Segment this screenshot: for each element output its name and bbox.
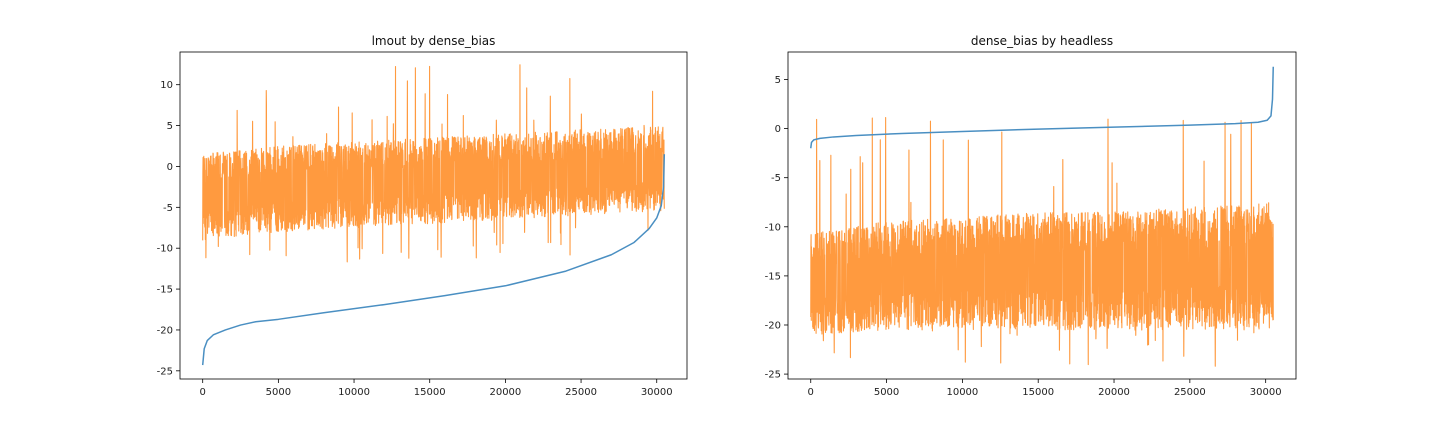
y-tick-label: -15 [157,285,173,296]
x-tick-label: 0 [200,387,206,398]
x-tick-label: 15000 [414,387,446,398]
series-sorted-line [810,66,1274,149]
y-tick-label: -25 [765,370,781,381]
x-tick-label: 30000 [641,387,673,398]
y-tick-label: 5 [775,75,781,86]
y-tick-label: 10 [160,80,173,91]
chart-1: lmout by dense_bias 0 5000 10000 15000 20000 2… [157,34,688,398]
series-noise-line [810,117,1274,367]
chart-title: dense_bias by headless [971,34,1113,48]
chart-title: lmout by dense_bias [372,34,496,48]
x-tick-label: 25000 [565,387,597,398]
y-tick-label: -25 [157,366,173,377]
x-tick-label: 20000 [1098,387,1130,398]
x-tick-label: 25000 [1174,387,1206,398]
x-tick-label: 10000 [338,387,370,398]
plot-frame [787,51,1297,380]
x-tick-label: 10000 [946,387,978,398]
y-tick-label: 0 [167,162,173,173]
y-tick-label: -5 [163,203,173,214]
plot-area [810,66,1274,367]
x-tick-label: 5000 [874,387,899,398]
x-tick-label: 20000 [489,387,521,398]
series-sorted-line [201,154,666,366]
y-tick-label: 5 [167,121,173,132]
x-tick-label: 15000 [1022,387,1054,398]
x-tick-label: 5000 [266,387,291,398]
plot-area [201,64,666,366]
y-tick-label: -20 [765,320,781,331]
y-tick-label: 0 [775,124,781,135]
x-tick-label: 0 [808,387,814,398]
y-tick-label: -10 [765,222,781,233]
series-noise-line [202,64,665,263]
x-tick-label: 30000 [1250,387,1282,398]
chart-2: dense_bias by headless 0 5000 10000 15000 200… [765,34,1297,398]
plot-frame [179,51,688,380]
y-tick-label: -5 [771,173,781,184]
y-tick-label: -20 [157,325,173,336]
y-tick-label: -15 [765,271,781,282]
y-tick-label: -10 [157,244,173,255]
